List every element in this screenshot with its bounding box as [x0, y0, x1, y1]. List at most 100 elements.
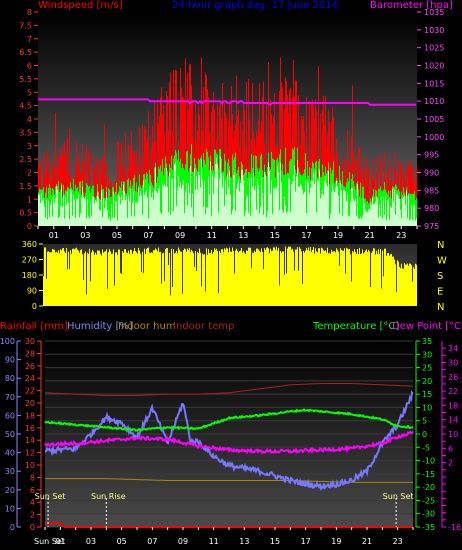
dew-tick-label: 18: [448, 401, 458, 410]
temperature-tick-label: 15: [422, 390, 432, 399]
y-tick-label: 0: [32, 302, 37, 311]
x-tick-label: 23: [396, 231, 406, 240]
humidity-line: [44, 390, 414, 492]
x-tick-label: 07: [143, 231, 153, 240]
compass-label: N: [437, 240, 444, 251]
rainfall-tick-label: 26: [25, 362, 35, 371]
temperature-tick-label: 10: [422, 403, 432, 412]
rainfall-tick-label: 16: [25, 424, 35, 433]
humidity-tick-label: 80: [5, 374, 15, 383]
dew-point-line: [44, 430, 414, 455]
event-label: Sun Set: [35, 492, 66, 501]
compass-label: W: [437, 256, 447, 267]
temperature-humidity-chart: 0102030405060708090100024681012141618202…: [0, 337, 461, 546]
rainfall-tick-label: 20: [25, 399, 35, 408]
x-tick-label: 19: [331, 537, 341, 546]
y-tick-label: 90: [27, 287, 37, 296]
event-label: Sun Rise: [91, 492, 126, 501]
y2-tick-label: 975: [424, 222, 439, 231]
dew-tick-label: 34: [448, 344, 458, 353]
x-tick-label: 23: [393, 537, 403, 546]
humidity-tick-label: 10: [5, 504, 15, 513]
dew-tick-label: 30: [448, 358, 458, 367]
y2-tick-label: 1025: [424, 44, 444, 53]
y-tick-label: 6.5: [19, 48, 32, 57]
compass-label: S: [437, 271, 443, 282]
temperature-axis-label: Temperature [°C]: [313, 321, 400, 332]
x-tick-label: 17: [301, 537, 311, 546]
x-tick-label: 05: [117, 537, 127, 546]
y-tick-label: 0.5: [19, 209, 32, 218]
rainfall-tick-label: 18: [25, 411, 35, 420]
dew-tick-label: 14: [448, 416, 458, 425]
y-tick-label: 4: [27, 115, 32, 124]
temperature-tick-label: 30: [422, 350, 432, 359]
compass-label: E: [437, 287, 443, 298]
y-tick-label: 360: [22, 240, 37, 249]
y2-tick-label: 1000: [424, 133, 444, 142]
y2-tick-label: 985: [424, 186, 439, 195]
indoor-humidity-line: [45, 478, 413, 483]
barometer-line: [38, 98, 416, 107]
humidity-axis-label: Humidity [%]: [67, 321, 133, 332]
y-tick-label: 3: [27, 142, 32, 151]
rainfall-line: [45, 522, 413, 528]
x-tick-label: 17: [301, 231, 311, 240]
temperature-tick-label: 0: [422, 430, 427, 439]
indoor-humidity-label: Indoor hum: [118, 321, 176, 332]
y-tick-label: 5: [27, 88, 32, 97]
x-tick-label: 01: [49, 231, 59, 240]
rainfall-tick-label: 28: [25, 349, 35, 358]
dew-tick-label: -16: [448, 523, 461, 532]
y2-tick-label: 990: [424, 169, 439, 178]
temperature-line: [44, 408, 414, 432]
y-tick-label: 0: [27, 222, 32, 231]
temperature-tick-label: 25: [422, 364, 432, 373]
temperature-tick-label: -25: [422, 496, 435, 505]
dew-tick-label: 10: [448, 430, 458, 439]
x-tick-label: 21: [362, 537, 372, 546]
y2-tick-label: 1010: [424, 97, 444, 106]
indoor-temp-label: Indoor temp: [173, 321, 235, 332]
rainfall-tick-label: 24: [25, 374, 35, 383]
x-tick-label: 21: [365, 231, 375, 240]
x-tick-label: 09: [178, 537, 188, 546]
wind-barometer-chart: 0 0.5 1 1.5 2 2.5 3 3.5 4 4.5 5 5.5 6 6.5 7 7.5 8 975 980 9…: [19, 8, 444, 240]
temperature-tick-label: -35: [422, 523, 435, 532]
humidity-tick-label: 20: [5, 486, 15, 495]
dew-point-axis-label: Dew Point [°C]: [392, 321, 462, 332]
wind-direction-series: [43, 246, 417, 306]
y2-tick-label: 1020: [424, 62, 444, 71]
x-tick-label: 15: [270, 231, 280, 240]
rainfall-tick-label: 12: [25, 449, 35, 458]
temperature-tick-label: -20: [422, 483, 435, 492]
compass-label: N: [437, 302, 444, 313]
rainfall-tick-label: 14: [25, 436, 35, 445]
temperature-tick-label: -10: [422, 457, 435, 466]
y2-tick-label: 1015: [424, 79, 444, 88]
dew-tick-label: 2: [448, 459, 453, 468]
humidity-tick-label: 0: [10, 523, 15, 532]
humidity-tick-label: 100: [0, 337, 15, 346]
indoor-temp-line: [44, 383, 414, 396]
wind-low-series: [38, 156, 417, 226]
humidity-tick-label: 60: [5, 411, 15, 420]
x-tick-label: 05: [112, 231, 122, 240]
rainfall-axis-label: Rainfall [mm]: [0, 321, 68, 332]
rainfall-tick-label: 8: [30, 473, 35, 482]
x-tick-label: 19: [333, 231, 343, 240]
rainfall-tick-label: 0: [30, 523, 35, 532]
y-tick-label: 8: [27, 8, 32, 17]
y2-tick-label: 1030: [424, 26, 444, 35]
x-tick-label: 13: [238, 231, 248, 240]
x-tick-label: 03: [86, 537, 96, 546]
y-tick-label: 5.5: [19, 75, 32, 84]
temperature-tick-label: 20: [422, 377, 432, 386]
dew-tick-label: 26: [448, 373, 458, 382]
barometer-axis-label: Barometer [hpa]: [370, 0, 453, 11]
x-tick-label: 13: [239, 537, 249, 546]
temperature-tick-label: -5: [422, 443, 430, 452]
y-tick-label: 3.5: [19, 128, 32, 137]
x-tick-label: 03: [80, 231, 90, 240]
